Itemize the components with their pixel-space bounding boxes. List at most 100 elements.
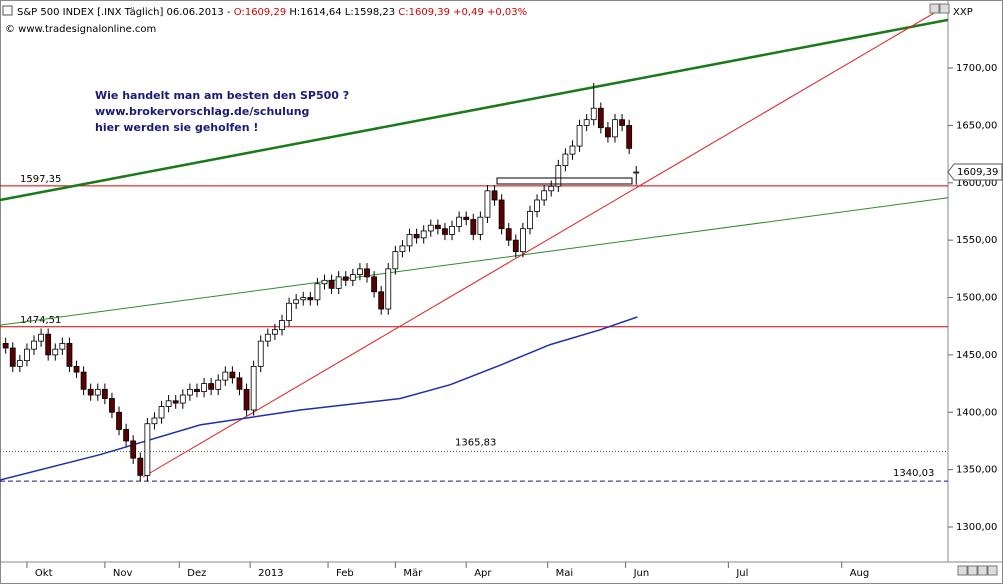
candle-body [463, 216, 470, 220]
icon [2, 5, 13, 16]
candle-body [583, 119, 590, 126]
candle-body [9, 347, 16, 367]
candle-body [279, 320, 285, 331]
x-tick-label: Nov [113, 568, 133, 579]
candle-body [130, 440, 137, 459]
candle-body [16, 360, 23, 367]
candle-body [2, 343, 9, 349]
button[interactable] [987, 565, 998, 576]
candle-body [349, 274, 356, 281]
y-tick-label: 1350,00 [956, 465, 997, 476]
candle-body [172, 400, 179, 404]
x-tick-label: Mär [403, 568, 423, 579]
candle-body [208, 383, 215, 390]
button[interactable] [967, 565, 978, 576]
candle-body [505, 228, 512, 241]
candle-body [250, 365, 257, 411]
y-tick-label: 1550,00 [956, 235, 997, 246]
last-price-label: 1609,39 [957, 167, 998, 178]
candle-body [442, 228, 448, 235]
candle-body [321, 279, 328, 285]
candle-body [484, 190, 491, 218]
annotation: www.brokervorschlag.de/schulung [95, 105, 309, 118]
button[interactable] [929, 3, 940, 14]
candle-body [633, 171, 640, 174]
candle-body [612, 119, 618, 138]
trend-line [0, 18, 949, 202]
x-tick-label: Aug [850, 568, 870, 579]
candle-body [236, 377, 243, 390]
candle-body [179, 394, 186, 404]
x-tick-label: Okt [35, 568, 53, 579]
candle-body [24, 348, 30, 362]
candle-body [165, 400, 172, 407]
candle-body [619, 119, 625, 126]
candle-body [392, 251, 399, 270]
candle-body [541, 190, 548, 201]
x-tick-label: Jul [735, 568, 748, 579]
button[interactable] [957, 565, 968, 576]
candle-body [158, 406, 165, 419]
candle-body [512, 239, 519, 253]
candle-body [101, 388, 108, 399]
candle-body [569, 145, 576, 155]
candle-body [272, 329, 278, 335]
x-tick-label: Feb [336, 568, 354, 579]
candle-body [491, 190, 498, 201]
high-low: H:1614,64 L:1598,23 [289, 7, 395, 18]
candle-body [144, 423, 151, 476]
candle-body [243, 388, 250, 411]
candle-body [413, 234, 420, 239]
candle-body [534, 199, 540, 212]
candle-body [257, 340, 264, 367]
source: © www.tradesignalonline.com [5, 24, 156, 35]
symbol: XXP [953, 7, 973, 18]
x-tick-label: 2013 [258, 568, 283, 579]
candle-body [194, 388, 200, 393]
y-tick-label: 1600,00 [956, 178, 997, 189]
candle-body [94, 388, 101, 396]
x-tick-label: Jun [633, 568, 650, 579]
candle-body [342, 276, 349, 281]
candle-body [434, 224, 441, 230]
candle-body [80, 371, 87, 390]
candle-body [420, 230, 427, 239]
candle-body [215, 379, 222, 390]
candle-body [590, 107, 597, 121]
candle-body [449, 225, 455, 235]
candle-body [314, 283, 321, 301]
candle-body [385, 268, 392, 310]
candle-body [59, 343, 66, 350]
candle-body [498, 199, 505, 230]
candle-body [45, 333, 52, 356]
trend-line [0, 197, 949, 326]
candle-body [66, 343, 73, 367]
candle-body [605, 127, 611, 138]
candle-body [201, 383, 207, 393]
button[interactable] [977, 565, 988, 576]
price-line-label: 1597,35 [20, 174, 61, 185]
y-tick-label: 1450,00 [956, 350, 997, 361]
price-line-label: 1365,83 [455, 437, 496, 448]
candle-body [38, 333, 44, 342]
candle-body [456, 216, 463, 227]
trend-line [142, 4, 949, 478]
candle-body [470, 219, 477, 235]
candle-body [137, 457, 144, 476]
candle-body [186, 388, 193, 396]
candle-body [300, 297, 307, 301]
x-tick-label: Mai [556, 568, 574, 579]
candle-body [328, 279, 335, 289]
candle-body [378, 291, 385, 310]
candle-body [31, 340, 37, 350]
price-line-label: 1340,03 [893, 468, 934, 479]
button[interactable] [939, 3, 950, 14]
candle-body [576, 125, 583, 147]
candle-body [357, 268, 363, 275]
candle-body [116, 411, 122, 430]
candle-body [52, 348, 59, 356]
candle-body [286, 302, 292, 321]
close-change: C:1609,39 +0,49 +0,03% [398, 7, 527, 18]
